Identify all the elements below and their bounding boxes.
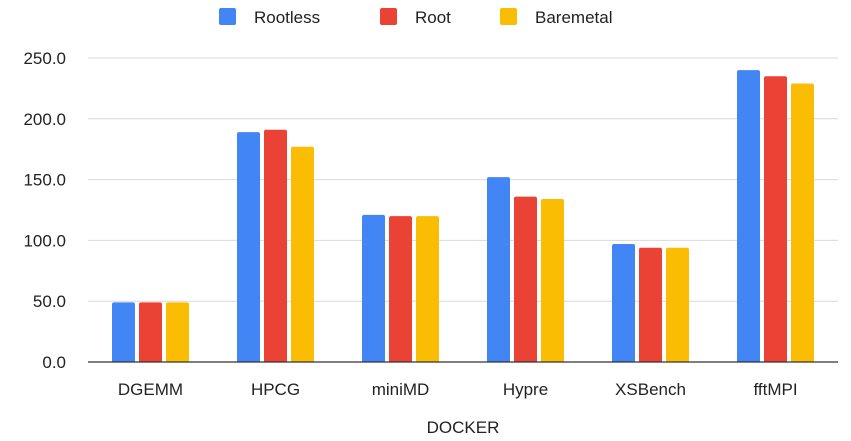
bar-baremetal-fftmpi bbox=[791, 83, 814, 362]
legend-swatch-rootless bbox=[219, 8, 236, 25]
gridlines bbox=[88, 57, 838, 302]
bar-baremetal-hypre bbox=[541, 199, 564, 362]
x-tick-label: HPCG bbox=[251, 380, 300, 399]
x-tick-label: Hypre bbox=[503, 380, 548, 399]
y-tick-label: 100.0 bbox=[23, 231, 66, 250]
y-tick-label: 0.0 bbox=[42, 353, 66, 372]
bar-rootless-fftmpi bbox=[737, 70, 760, 362]
legend-swatch-root bbox=[380, 8, 397, 25]
legend-swatch-baremetal bbox=[500, 8, 517, 25]
x-axis-ticks: DGEMM HPCG miniMD Hypre XSBench fftMPI bbox=[118, 380, 798, 399]
x-tick-label: miniMD bbox=[372, 380, 430, 399]
bar-baremetal-hpcg bbox=[291, 146, 314, 362]
y-tick-label: 250.0 bbox=[23, 49, 66, 68]
bar-root-hpcg bbox=[264, 129, 287, 362]
y-tick-label: 150.0 bbox=[23, 171, 66, 190]
bar-root-xsbench bbox=[639, 247, 662, 362]
y-tick-label: 200.0 bbox=[23, 110, 66, 129]
legend-label-rootless: Rootless bbox=[254, 8, 320, 27]
legend-label-root: Root bbox=[415, 8, 451, 27]
bar-root-minimd bbox=[389, 216, 412, 362]
legend: Rootless Root Baremetal bbox=[219, 8, 612, 27]
bar-root-fftmpi bbox=[764, 76, 787, 363]
bars bbox=[112, 70, 814, 363]
bar-baremetal-minimd bbox=[416, 216, 439, 362]
x-tick-label: DGEMM bbox=[118, 380, 183, 399]
x-axis-title: DOCKER bbox=[427, 418, 500, 437]
bar-rootless-dgemm bbox=[112, 302, 135, 362]
legend-label-baremetal: Baremetal bbox=[535, 8, 612, 27]
x-tick-label: XSBench bbox=[615, 380, 686, 399]
bar-root-hypre bbox=[514, 196, 537, 362]
x-tick-label: fftMPI bbox=[753, 380, 797, 399]
y-axis-ticks: 0.0 50.0 100.0 150.0 200.0 250.0 bbox=[23, 49, 66, 372]
bar-rootless-minimd bbox=[362, 214, 385, 362]
bar-rootless-hpcg bbox=[237, 132, 260, 362]
bar-baremetal-xsbench bbox=[666, 247, 689, 362]
y-tick-label: 50.0 bbox=[33, 292, 66, 311]
bar-root-dgemm bbox=[139, 302, 162, 362]
bar-rootless-hypre bbox=[487, 177, 510, 362]
bar-rootless-xsbench bbox=[612, 244, 635, 362]
bar-baremetal-dgemm bbox=[166, 302, 189, 362]
